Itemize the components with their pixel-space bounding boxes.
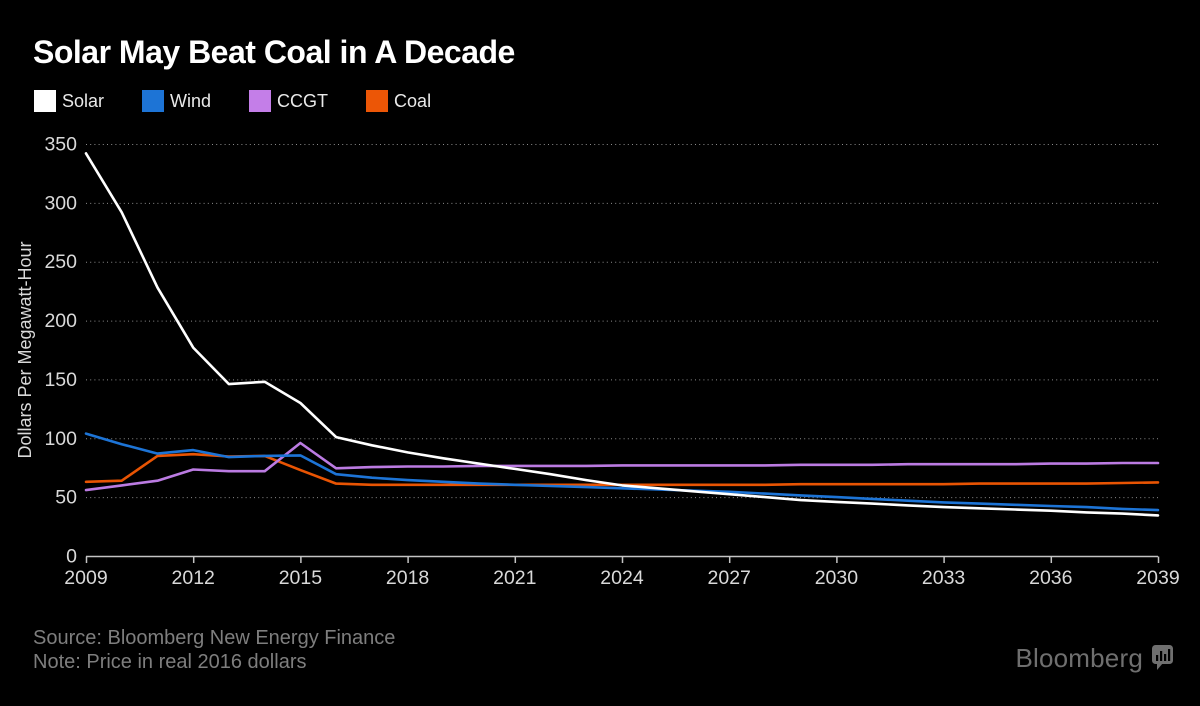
x-tick-label-2021: 2021: [493, 567, 536, 589]
x-tick-label-2036: 2036: [1029, 567, 1072, 589]
source-note: Source: Bloomberg New Energy Finance: [33, 627, 396, 649]
legend-label: Coal: [394, 90, 432, 111]
y-tick-label-0: 0: [66, 546, 77, 568]
legend-item-wind: Wind: [142, 90, 211, 112]
price-note: Note: Price in real 2016 dollars: [33, 651, 307, 673]
x-tick-label-2039: 2039: [1136, 567, 1179, 589]
legend-label: Wind: [170, 90, 212, 111]
bloomberg-logo-text: Bloomberg: [1015, 643, 1143, 673]
y-tick-label-150: 150: [44, 369, 77, 391]
x-tick-label-2012: 2012: [172, 567, 215, 589]
coal-swatch: [366, 90, 389, 112]
legend-item-coal: Coal: [366, 90, 431, 112]
y-tick-label-250: 250: [44, 251, 77, 273]
legend-item-solar: Solar: [34, 90, 104, 112]
x-tick-label-2027: 2027: [708, 567, 751, 589]
legend-item-ccgt: CCGT: [249, 90, 328, 112]
series-line-ccgt: [84, 441, 1160, 492]
series-line-coal: [84, 452, 1160, 487]
wind-swatch: [142, 90, 165, 112]
legend-label: CCGT: [277, 90, 329, 111]
x-tick-label-2009: 2009: [64, 567, 107, 589]
y-tick-label-50: 50: [55, 487, 77, 509]
x-tick-label-2033: 2033: [922, 567, 965, 589]
legend-label: Solar: [62, 90, 105, 111]
y-tick-label-350: 350: [44, 134, 77, 156]
bloomberg-logo: Bloomberg: [1015, 645, 1174, 671]
ccgt-swatch: [249, 90, 272, 112]
x-tick-label-2018: 2018: [386, 567, 429, 589]
x-tick-label-2024: 2024: [600, 567, 644, 589]
y-tick-label-200: 200: [44, 310, 77, 332]
series-line-solar: [84, 152, 1160, 517]
y-axis-title: Dollars Per Megawatt-Hour: [15, 241, 35, 458]
chart-title: Solar May Beat Coal in A Decade: [33, 34, 515, 70]
solar-swatch: [34, 90, 56, 112]
x-tick-label-2030: 2030: [815, 567, 859, 589]
series-line-wind: [84, 432, 1160, 512]
legend: Solar Wind CCGT Coal: [34, 90, 431, 112]
y-tick-label-100: 100: [44, 428, 77, 450]
x-tick-label-2015: 2015: [279, 567, 323, 589]
y-tick-label-300: 300: [44, 192, 77, 214]
bloomberg-chart-bubble-icon: [1152, 645, 1173, 670]
